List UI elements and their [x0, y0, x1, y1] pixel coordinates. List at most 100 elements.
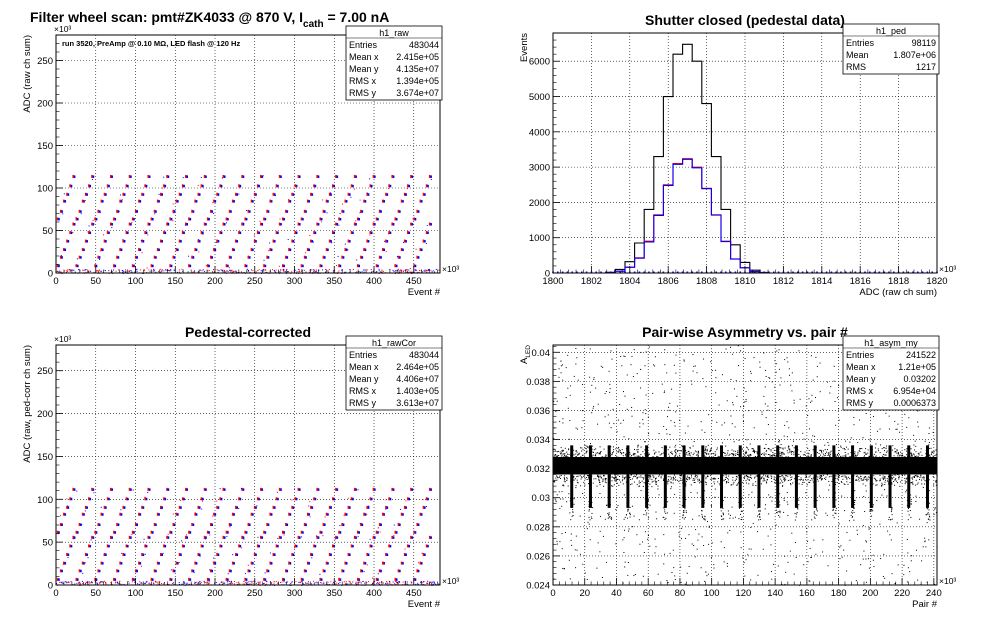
asym-edge-point: [873, 453, 875, 455]
asym-sparse-point: [765, 375, 767, 377]
asym-sparse-point: [882, 576, 884, 578]
asym-edge-point: [598, 478, 600, 480]
scatter-point-blue: [192, 210, 195, 213]
scatter-point-blue: [123, 506, 126, 509]
asym-edge-point: [782, 481, 784, 483]
asym-edge-point: [598, 480, 600, 482]
asym-spike-point: [797, 508, 799, 510]
scatter-point-baseline: [246, 583, 248, 585]
scatter-point-stray: [315, 535, 317, 537]
baseline-marker: [605, 271, 607, 274]
scatter-point-stray: [270, 201, 272, 203]
asym-sparse-point: [582, 493, 584, 495]
asym-spike-point: [571, 505, 573, 507]
scatter-point-blue: [73, 175, 76, 178]
asym-sparse-point: [642, 419, 644, 421]
scatter-point-baseline: [323, 581, 325, 583]
scatter-point-baseline: [70, 581, 72, 583]
asym-edge-point: [844, 475, 846, 477]
asym-sparse-point: [613, 423, 615, 425]
asym-edge-point: [674, 446, 676, 448]
asym-sparse-point: [667, 416, 669, 418]
asym-sparse-point: [742, 415, 744, 417]
scatter-point-red: [194, 248, 196, 252]
scatter-point-red: [303, 209, 306, 213]
asym-sparse-point: [749, 476, 751, 478]
x-tick-label: 1810: [734, 276, 755, 287]
scatter-point-red: [106, 231, 109, 235]
asym-edge-point: [842, 455, 844, 457]
scatter-point-blue: [252, 200, 254, 203]
asym-sparse-point: [819, 391, 821, 393]
asym-edge-point: [612, 485, 614, 487]
asym-edge-point: [648, 475, 650, 477]
scatter-point-baseline: [425, 270, 427, 272]
asym-edge-point: [696, 477, 698, 479]
scatter-point-blue: [142, 553, 145, 556]
scatter-point-blue: [377, 531, 379, 534]
asym-spike-point: [609, 504, 611, 506]
asym-sparse-point: [684, 432, 686, 434]
asym-edge-point: [557, 451, 559, 453]
asym-edge-point: [790, 483, 792, 485]
asym-sparse-point: [575, 348, 577, 350]
asym-edge-point: [842, 475, 844, 477]
baseline-marker: [681, 271, 684, 274]
scatter-point-stray: [203, 581, 205, 583]
scatter-point-blue: [402, 248, 404, 252]
asym-edge-point: [600, 476, 602, 478]
scatter-point-baseline: [153, 583, 155, 585]
asym-sparse-point: [639, 387, 641, 389]
scatter-point-blue: [67, 193, 70, 196]
scatter-point-blue: [302, 264, 304, 268]
asym-sparse-point: [706, 575, 708, 577]
asym-sparse-point: [908, 478, 910, 480]
scatter-point-baseline: [156, 581, 158, 583]
asym-spike-point: [758, 498, 760, 500]
scatter-point-baseline: [98, 269, 100, 271]
asym-spike-point: [592, 507, 594, 509]
scatter-point-red: [91, 487, 93, 491]
asym-sparse-point: [783, 499, 785, 501]
scatter-point-blue: [302, 531, 304, 534]
asym-sparse-point: [883, 553, 885, 555]
scatter-point-blue: [136, 569, 138, 573]
asym-edge-point: [857, 451, 859, 453]
asym-sparse-point: [812, 379, 814, 381]
y-tick-label: 3000: [529, 163, 550, 174]
asym-sparse-point: [610, 427, 612, 429]
scatter-point-blue: [292, 240, 295, 243]
asym-sparse-point: [759, 366, 761, 368]
asym-sparse-point: [930, 454, 932, 456]
scatter-point-baseline: [99, 581, 101, 583]
scatter-point-blue: [211, 210, 214, 213]
scatter-point-blue: [317, 536, 320, 539]
asym-sparse-point: [783, 511, 785, 513]
asym-sparse-point: [885, 412, 887, 414]
scatter-point-blue: [370, 231, 373, 235]
scatter-point-baseline: [61, 582, 63, 584]
scatter-point-baseline: [400, 269, 402, 271]
scatter-point-baseline: [258, 582, 260, 584]
panel-pedestal-corrected: 0 50 100 150 200 250 300 350 400 4500501001502002…: [22, 324, 459, 610]
asym-sparse-point: [698, 515, 700, 517]
scatter-point-stray: [215, 241, 217, 243]
asym-sparse-point: [663, 553, 665, 555]
scatter-point-red: [300, 530, 303, 534]
asym-spike-point: [832, 506, 834, 508]
asym-edge-point: [841, 476, 843, 478]
asym-sparse-point: [633, 349, 635, 351]
scatter-point-baseline: [103, 269, 105, 271]
scatter-point-blue: [126, 544, 129, 548]
scatter-point-baseline: [402, 581, 404, 583]
scatter-point-red: [72, 222, 75, 226]
scatter-point-blue: [202, 184, 204, 188]
scatter-point-stray: [232, 554, 234, 556]
asym-spike-point: [572, 509, 574, 511]
asym-edge-point: [581, 450, 583, 452]
asym-edge-point: [892, 478, 894, 480]
scatter-point-red: [353, 487, 356, 491]
asym-edge-point: [835, 455, 837, 457]
scatter-point-baseline: [118, 582, 120, 584]
scatter-point-red: [156, 561, 159, 565]
